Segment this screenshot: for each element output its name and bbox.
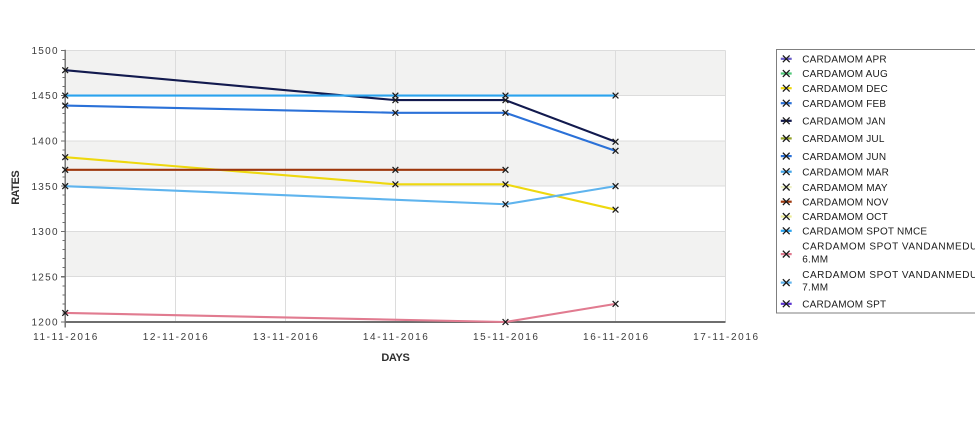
svg-text:CARDAMOM MAR: CARDAMOM MAR	[802, 167, 889, 178]
svg-text:CARDAMOM SPOT VANDANMEDU: CARDAMOM SPOT VANDANMEDU	[802, 270, 975, 281]
svg-text:1200: 1200	[31, 318, 58, 329]
svg-text:CARDAMOM DEC: CARDAMOM DEC	[802, 84, 888, 95]
svg-text:CARDAMOM SPOT VANDANMEDU: CARDAMOM SPOT VANDANMEDU	[802, 242, 975, 253]
svg-text:CARDAMOM MAY: CARDAMOM MAY	[802, 183, 888, 194]
svg-text:1250: 1250	[31, 272, 58, 283]
svg-text:CARDAMOM SPOT NMCE: CARDAMOM SPOT NMCE	[802, 226, 927, 237]
svg-text:1450: 1450	[31, 91, 58, 102]
svg-text:14-11-2016: 14-11-2016	[363, 332, 430, 343]
svg-text:CARDAMOM JUN: CARDAMOM JUN	[802, 152, 886, 163]
svg-text:CARDAMOM APR: CARDAMOM APR	[802, 54, 887, 65]
svg-text:CARDAMOM AUG: CARDAMOM AUG	[802, 69, 888, 80]
svg-text:1300: 1300	[31, 227, 58, 238]
svg-text:1500: 1500	[31, 46, 58, 57]
svg-text:CARDAMOM OCT: CARDAMOM OCT	[802, 212, 888, 223]
svg-text:11-11-2016: 11-11-2016	[33, 332, 99, 343]
svg-text:6.MM: 6.MM	[802, 254, 828, 265]
svg-text:1400: 1400	[31, 136, 58, 147]
svg-text:12-11-2016: 12-11-2016	[143, 332, 210, 343]
svg-text:CARDAMOM NOV: CARDAMOM NOV	[802, 197, 888, 208]
svg-text:13-11-2016: 13-11-2016	[253, 332, 320, 343]
svg-text:1350: 1350	[31, 182, 58, 193]
svg-text:DAYS: DAYS	[381, 352, 409, 364]
svg-text:RATES: RATES	[10, 171, 22, 205]
svg-text:CARDAMOM JUL: CARDAMOM JUL	[802, 134, 885, 145]
svg-text:17-11-2016: 17-11-2016	[693, 332, 760, 343]
svg-text:16-11-2016: 16-11-2016	[583, 332, 650, 343]
svg-text:CARDAMOM SPT: CARDAMOM SPT	[802, 299, 886, 310]
svg-text:CARDAMOM JAN: CARDAMOM JAN	[802, 116, 886, 127]
svg-text:CARDAMOM FEB: CARDAMOM FEB	[802, 99, 886, 110]
svg-text:15-11-2016: 15-11-2016	[473, 332, 540, 343]
svg-text:7.MM: 7.MM	[802, 283, 828, 294]
